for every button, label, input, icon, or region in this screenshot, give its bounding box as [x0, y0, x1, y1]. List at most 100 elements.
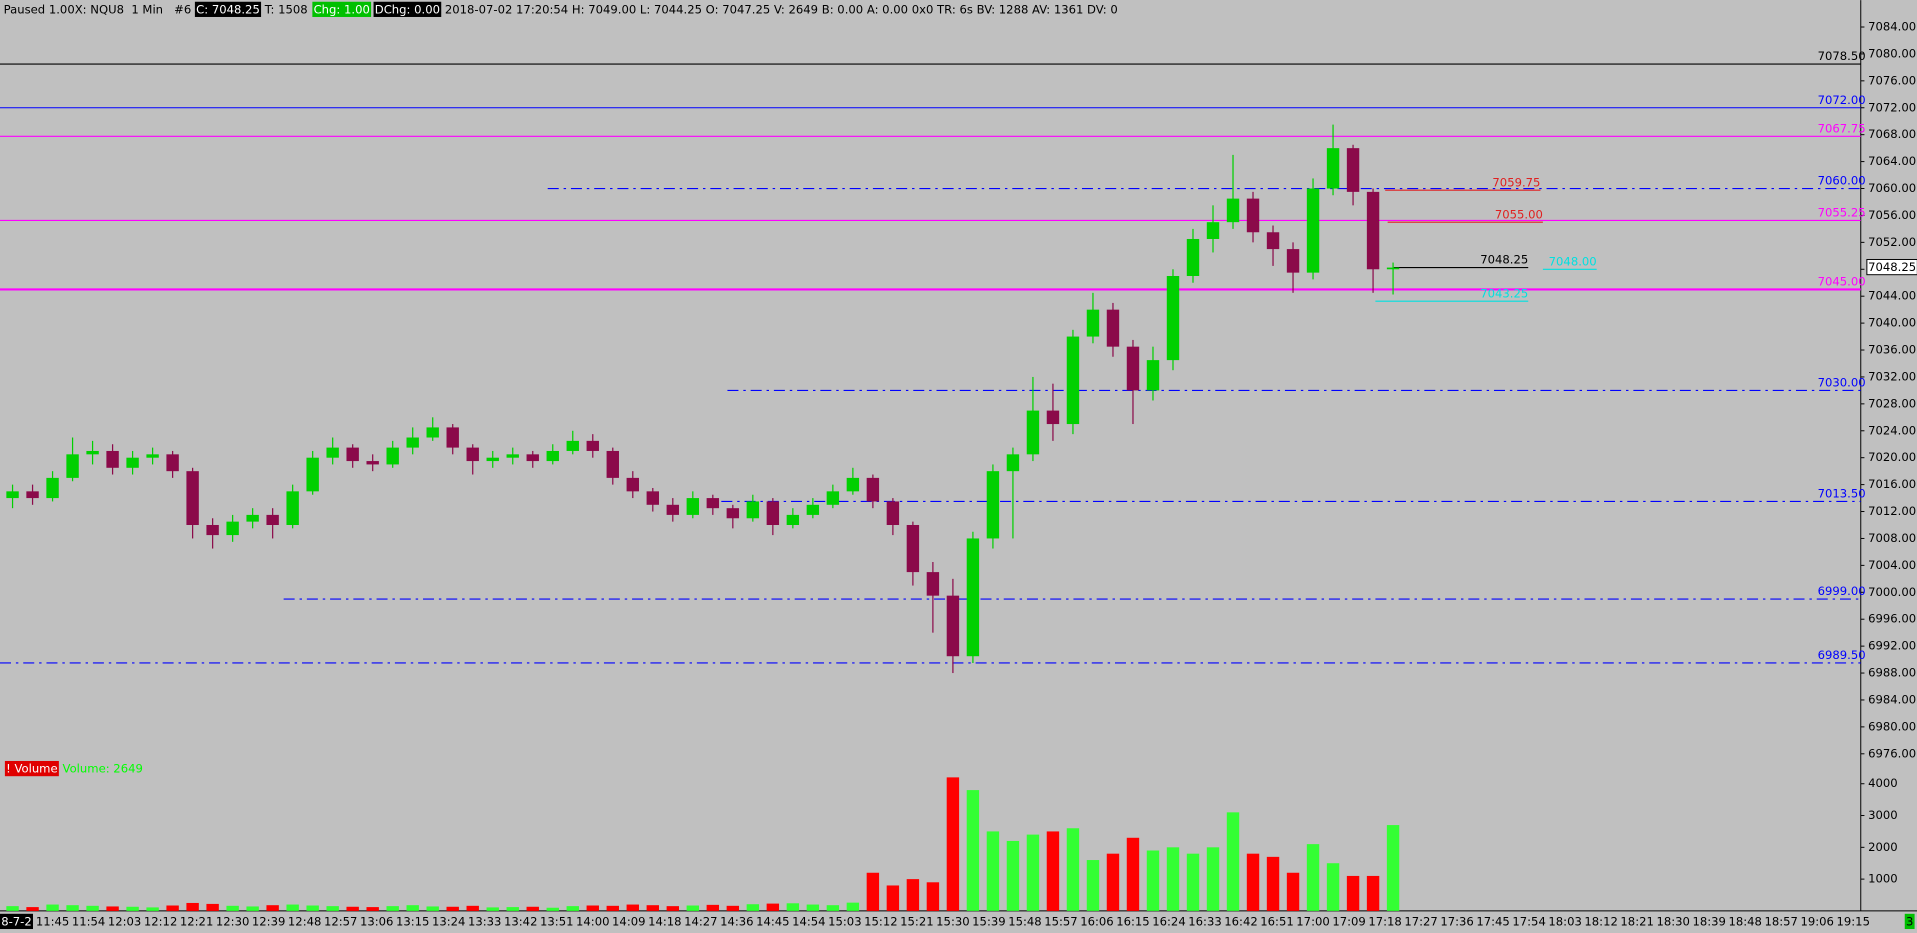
candle-body: [1366, 191, 1380, 270]
candle-body: [966, 538, 980, 657]
candle-body: [326, 447, 339, 458]
candle-body: [266, 514, 279, 525]
candle-body: [666, 504, 680, 515]
candle-body: [226, 521, 239, 536]
candle-body: [766, 501, 780, 525]
candle-body: [106, 450, 119, 468]
candle-body: [646, 491, 659, 505]
x-tick-label: 16:24: [1152, 914, 1185, 928]
y-tick-label: 7012.00: [1868, 504, 1916, 518]
x-tick-label: 15:21: [900, 914, 933, 928]
level-label: 7078.50: [1818, 49, 1866, 63]
volume-bar: [1066, 828, 1080, 911]
volume-bar: [86, 905, 99, 911]
price-mark-label: 7059.75: [1492, 175, 1540, 189]
volume-bar: [526, 906, 539, 911]
candle-body: [346, 447, 359, 462]
x-tick-label: 14:54: [792, 914, 825, 928]
candle-body: [946, 595, 960, 657]
x-tick-label: 15:57: [1044, 914, 1077, 928]
x-tick-label: 13:51: [540, 914, 573, 928]
y-tick-label: 6988.00: [1868, 666, 1916, 680]
y-tick-label: 7040.00: [1868, 316, 1916, 330]
candle-body: [66, 454, 79, 478]
x-tick-label: 12:57: [324, 914, 357, 928]
candle-body: [6, 491, 19, 499]
volume-bar: [466, 905, 479, 911]
x-tick-label: 15:30: [936, 914, 969, 928]
volume-label: Volume: 2649: [63, 762, 143, 776]
volume-bar: [766, 903, 780, 911]
volume-bar: [1386, 825, 1400, 911]
volume-bar: [1006, 840, 1020, 911]
level-label: 7030.00: [1818, 376, 1866, 390]
volume-bar: [146, 907, 159, 911]
candle-body: [606, 450, 619, 478]
x-tick-label: 14:00: [576, 914, 609, 928]
candle-body: [846, 477, 860, 492]
last-price: 7048.25: [1868, 260, 1916, 274]
volume-bar: [986, 831, 1000, 911]
y-tick-label: 7056.00: [1868, 208, 1916, 222]
volume-bar: [186, 902, 199, 911]
volume-bar: [806, 904, 820, 911]
candle-body: [1146, 360, 1160, 391]
status-segment: 2018-07-02 17:20:54 H: 7049.00 L: 7044.2…: [445, 2, 1118, 16]
level-label: 7013.50: [1818, 487, 1866, 501]
x-tick-label: 15:03: [828, 914, 861, 928]
x-tick-label: 14:27: [684, 914, 717, 928]
level-label: 6999.00: [1818, 584, 1866, 598]
volume-title: ! Volume: [6, 762, 58, 776]
status-segment: C: 7048.25: [196, 2, 260, 16]
volume-bar: [1306, 844, 1320, 911]
price-mark-label: 7048.25: [1480, 253, 1528, 267]
x-tick-label: 16:33: [1188, 914, 1221, 928]
x-tick-label: 17:54: [1512, 914, 1545, 928]
x-tick-label: 13:42: [504, 914, 537, 928]
y-tick-label: 7080.00: [1868, 46, 1916, 60]
candle-body: [906, 524, 920, 573]
x-tick-label: 17:36: [1440, 914, 1473, 928]
x-tick-label: 17:09: [1332, 914, 1365, 928]
volume-bar: [506, 907, 519, 911]
candle-body: [1086, 309, 1100, 337]
volume-bar: [26, 907, 39, 911]
volume-bar: [886, 885, 900, 911]
volume-bar: [826, 905, 840, 911]
volume-bar: [1026, 834, 1040, 911]
volume-tick-label: 4000: [1868, 776, 1898, 790]
x-tick-label: 12:30: [216, 914, 249, 928]
status-segment: T: 1508: [264, 2, 308, 16]
candle-body: [1206, 222, 1220, 239]
candle-body: [1286, 249, 1300, 273]
candle-body: [1046, 410, 1060, 425]
y-tick-label: 7004.00: [1868, 558, 1916, 572]
volume-tick-label: 1000: [1868, 872, 1898, 886]
volume-bar: [366, 907, 379, 911]
y-tick-label: 6976.00: [1868, 746, 1916, 760]
volume-bar: [1326, 863, 1340, 911]
candle-body: [526, 454, 539, 462]
y-tick-label: 7060.00: [1868, 181, 1916, 195]
y-tick-label: 7064.00: [1868, 154, 1916, 168]
x-tick-label: 12:39: [252, 914, 285, 928]
status-segment-bg: [373, 1, 442, 17]
candle-body: [286, 491, 299, 525]
volume-bar: [1046, 831, 1060, 911]
x-tick-label: 19:06: [1800, 914, 1833, 928]
volume-tick-label: 3000: [1868, 808, 1898, 822]
y-tick-label: 7084.00: [1868, 20, 1916, 34]
volume-bar: [1346, 875, 1360, 911]
candle-body: [486, 457, 499, 462]
candle-body: [1346, 148, 1360, 192]
candle-body: [1246, 198, 1260, 233]
level-label: 7055.25: [1818, 206, 1866, 220]
x-tick-label: 18:48: [1728, 914, 1761, 928]
candle-body: [706, 498, 720, 509]
volume-bar: [166, 905, 179, 911]
level-label: 7067.75: [1818, 122, 1866, 136]
volume-bar: [1206, 847, 1220, 911]
volume-bar: [1086, 860, 1100, 911]
volume-bar: [746, 904, 760, 911]
